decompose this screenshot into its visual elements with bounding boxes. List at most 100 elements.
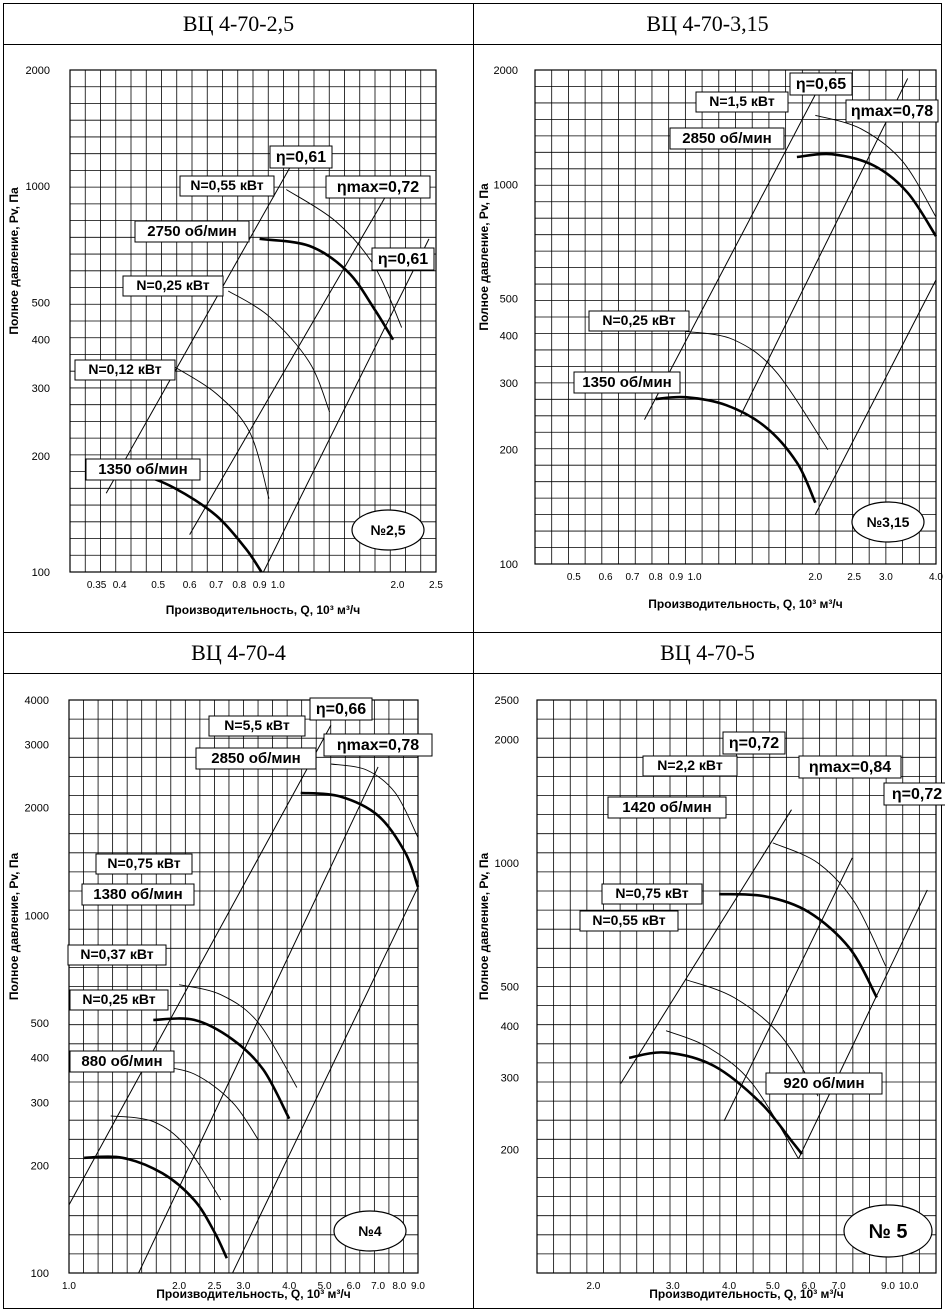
x-axis-label: Производительность, Q, 10³ м³/ч (649, 1287, 843, 1301)
y-axis-label: Полное давление, Pv, Па (7, 853, 21, 1001)
annotation-label: η=0,72 (892, 786, 942, 803)
efficiency-line (798, 889, 928, 1159)
y-tick-label: 100 (500, 559, 518, 571)
annotation-label: N=0,25 кВт (82, 991, 155, 1007)
x-tick-label: 0.4 (113, 580, 127, 591)
annotation-box (845, 99, 939, 123)
y-tick-label: 400 (501, 1021, 519, 1033)
y-tick-label: 300 (501, 1072, 519, 1084)
speed-curve (300, 791, 420, 888)
power-curve (153, 1065, 259, 1141)
y-tick-label: 2000 (495, 735, 519, 747)
panel-vc-4-70-2-5: ВЦ 4-70-2,5 100 200 300 400 500 1000 2000 0.35 0… (3, 3, 474, 633)
y-tick-label: 400 (32, 335, 50, 347)
x-tick-label: 4.0 (722, 1281, 736, 1292)
chart-vc-4-70-2-5: 100 200 300 400 500 1000 2000 0.35 0.4 0.5 0.6 0.7 0… (7, 65, 443, 617)
annotation-label: 1350 об/мин (582, 374, 672, 391)
annotation-box (323, 733, 433, 757)
x-axis-label: Производительность, Q, 10³ м³/ч (156, 1287, 350, 1301)
annotation-box (179, 175, 275, 197)
x-tick-label: 0.9 (669, 572, 683, 583)
power-curve (772, 842, 887, 967)
y-tick-label: 200 (500, 445, 518, 457)
power-curve (330, 763, 419, 838)
x-tick-label: 2.5 (208, 1281, 222, 1292)
annotation-box (798, 755, 902, 779)
x-tick-label: 1.0 (688, 572, 702, 583)
y-tick-label: 400 (31, 1053, 49, 1065)
x-tick-label: 6.0 (802, 1281, 816, 1292)
x-tick-label: 5.0 (318, 1281, 332, 1292)
x-tick-label: 9.0 (881, 1281, 895, 1292)
grid (534, 69, 937, 565)
annotation-box (74, 359, 176, 381)
annotation-label: N=0,37 кВт (80, 946, 153, 962)
y-tick-label: 1000 (26, 181, 50, 193)
x-axis-label: Производительность, Q, 10³ м³/ч (648, 597, 842, 611)
y-tick-label: 2000 (494, 65, 518, 77)
x-tick-label: 7.0 (832, 1281, 846, 1292)
fan-number-ellipse (351, 509, 425, 551)
panel-title: ВЦ 4-70-5 (474, 633, 941, 674)
x-tick-label: 9.0 (411, 1281, 425, 1292)
annotation-label: 2850 об/мин (682, 130, 772, 147)
annotation-label: N=5,5 кВт (224, 717, 290, 733)
y-tick-label: 500 (501, 982, 519, 994)
power-curve (665, 1030, 799, 1159)
y-tick-label: 100 (31, 1268, 49, 1280)
annotation-box (69, 989, 169, 1011)
annotation-label: N=2,2 кВт (657, 757, 723, 773)
annotation-box (122, 275, 224, 297)
panel-title: ВЦ 4-70-4 (4, 633, 473, 674)
annotation-label: N=0,75 кВт (107, 855, 180, 871)
annotation-label: ηmax=0,78 (851, 103, 933, 120)
x-tick-label: 1.0 (62, 1281, 76, 1292)
efficiency-line (68, 725, 332, 1206)
annotation-box (134, 220, 250, 243)
speed-curve (719, 892, 878, 999)
x-tick-label: 7.0 (371, 1281, 385, 1292)
annotation-label: N=0,55 кВт (190, 177, 263, 193)
efficiency-line (644, 78, 825, 420)
x-tick-label: 0.35 (87, 580, 107, 591)
x-tick-label: 0.8 (232, 580, 246, 591)
annotation-box (642, 755, 738, 777)
y-tick-label: 1000 (495, 858, 519, 870)
annotation-label: ηmax=0,84 (809, 759, 891, 776)
x-axis-label: Производительность, Q, 10³ м³/ч (166, 603, 360, 617)
y-tick-label: 300 (31, 1097, 49, 1109)
annotation-label: 1350 об/мин (98, 461, 188, 478)
y-axis-label: Полное давление, Pv, Па (7, 187, 21, 335)
x-tick-label: 0.7 (626, 572, 640, 583)
efficiency-line (262, 238, 430, 573)
panel-vc-4-70-3-15: ВЦ 4-70-3,15 100 200 300 400 500 1000 2000 0.5 0… (473, 3, 943, 633)
efficiency-line (620, 809, 792, 1084)
x-tick-label: 0.9 (253, 580, 267, 591)
annotation-label: 2850 об/мин (211, 750, 301, 767)
annotation-label: 1380 об/мин (93, 886, 183, 903)
plot-frame (536, 699, 937, 1274)
x-tick-label: 2.5 (429, 580, 443, 591)
annotation-box (81, 883, 195, 906)
x-tick-label: 2.5 (847, 572, 861, 583)
power-curve (110, 1115, 222, 1201)
power-curve (227, 290, 331, 413)
y-tick-label: 3000 (25, 740, 49, 752)
annotation-box (325, 175, 431, 199)
x-tick-label: 0.5 (151, 580, 165, 591)
y-tick-label: 2000 (26, 65, 50, 77)
power-curve (685, 979, 819, 1097)
annotation-box (883, 782, 945, 806)
annotation-box (371, 247, 435, 271)
y-tick-label: 500 (31, 1018, 49, 1030)
speed-curve (259, 237, 395, 341)
annotation-label: 880 об/мин (81, 1053, 162, 1070)
chart-vc-4-70-3-15: 100 200 300 400 500 1000 2000 0.5 0.6 0.7 0.8 0.9 1.… (477, 65, 943, 611)
speed-curve (628, 1051, 803, 1155)
grid (68, 699, 419, 1274)
y-tick-label: 300 (32, 383, 50, 395)
annotation-box (195, 747, 317, 770)
plot-frame (68, 699, 419, 1274)
fan-number-label: №4 (358, 1223, 382, 1239)
x-tick-label: 2.0 (172, 1281, 186, 1292)
